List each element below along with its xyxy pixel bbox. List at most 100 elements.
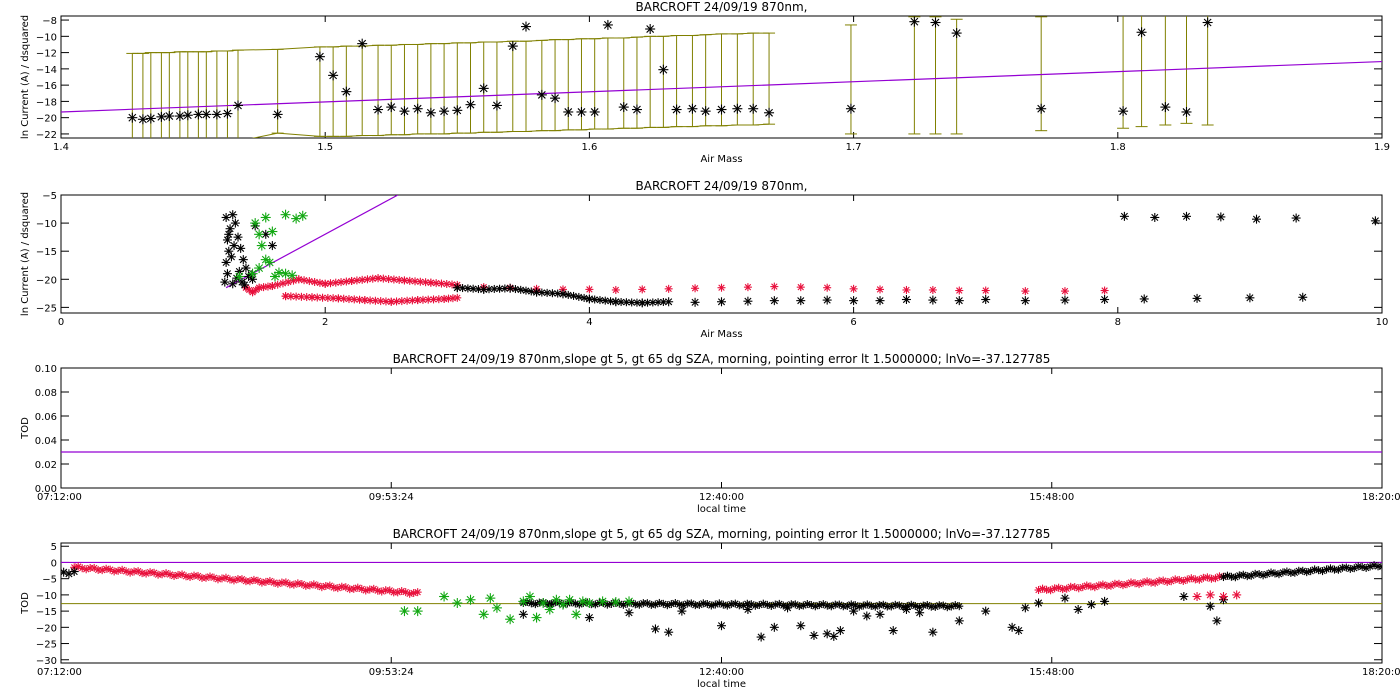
black-point [981, 606, 991, 616]
data-point [520, 21, 531, 32]
red-point [268, 282, 277, 291]
green-point [452, 598, 463, 608]
black-point [1139, 294, 1149, 304]
red-point [307, 293, 316, 302]
error-bar [601, 37, 614, 130]
black-point [717, 621, 726, 631]
red-point [281, 292, 290, 301]
green-point [260, 212, 271, 223]
red-point [955, 286, 964, 295]
red-point [331, 278, 340, 287]
green-point [491, 602, 502, 613]
data-point [536, 89, 547, 100]
black-point [1192, 293, 1202, 303]
black-point [220, 277, 230, 287]
y-tick-label: −30 [36, 656, 57, 667]
y-tick-label: 0.04 [35, 436, 57, 447]
data-point [373, 104, 384, 115]
error-bar [464, 42, 477, 134]
black-point [1060, 295, 1070, 305]
black-point [222, 269, 232, 279]
black-point [1073, 604, 1083, 614]
data-point [909, 16, 920, 27]
data-point [425, 107, 436, 118]
red-point [305, 277, 314, 286]
red-point [717, 283, 726, 292]
data-point [314, 51, 325, 62]
data-point [156, 111, 167, 122]
black-point [1378, 562, 1382, 571]
green-point [584, 598, 595, 608]
black-point [756, 632, 766, 642]
black-point [690, 297, 700, 307]
x-axis-label: Air Mass [700, 329, 742, 340]
red-point [300, 276, 309, 285]
data-point [1160, 102, 1171, 113]
chart-title: BARCROFT 24/09/19 870nm,slope gt 5, gt 6… [393, 352, 1051, 366]
error-bar [1201, 16, 1214, 126]
green-point [297, 210, 308, 221]
black-point [796, 621, 806, 631]
data-point [399, 106, 410, 117]
red-point [434, 295, 443, 304]
red-point [1070, 583, 1079, 592]
green-point [610, 597, 621, 608]
red-point [317, 583, 326, 592]
chart-airmass_zoom: BARCROFT 24/09/19 870nm, Air Mass ln Curre… [20, 0, 1390, 165]
error-bar [424, 43, 437, 135]
green-point [399, 606, 410, 617]
plot-frame [60, 15, 1383, 139]
red-point [255, 283, 264, 292]
y-tick-label: −20 [36, 275, 57, 286]
x-tick-label: 18:20:00 [1362, 492, 1400, 503]
x-tick-label: 2 [322, 317, 328, 328]
green-point [577, 596, 588, 607]
error-bar [630, 36, 643, 129]
black-point [1298, 292, 1308, 302]
data-point [174, 111, 185, 122]
plot-area [61, 16, 1382, 138]
red-point [385, 586, 394, 595]
error-bar [617, 37, 630, 129]
data-point [1202, 17, 1213, 28]
black-point [743, 296, 753, 306]
red-point [284, 277, 293, 286]
y-tick-label: −10 [36, 591, 57, 602]
green-point [254, 229, 265, 240]
chart-tod_fit: BARCROFT 24/09/19 870nm,slope gt 5, gt 6… [20, 352, 1400, 515]
y-tick-label: 0.06 [35, 412, 57, 423]
red-point [796, 283, 805, 292]
black-point [606, 297, 615, 306]
x-tick-label: 07:12:00 [37, 667, 82, 678]
black-point [717, 297, 726, 307]
data-point [412, 103, 423, 114]
data-point [491, 100, 502, 111]
error-bar [144, 52, 157, 138]
data-point [465, 99, 476, 110]
data-point [671, 104, 682, 115]
black-point [1370, 216, 1380, 226]
green-point [544, 604, 555, 615]
x-tick-label: 1.7 [846, 142, 862, 153]
black-point [452, 283, 462, 293]
red-point [358, 275, 367, 284]
red-point [823, 283, 832, 292]
red-point [664, 284, 673, 293]
green-point [280, 209, 291, 220]
data-point [211, 109, 222, 120]
black-point [637, 298, 647, 308]
x-axis-label: local time [697, 679, 746, 690]
error-bar [657, 35, 670, 128]
red-point [387, 297, 396, 306]
black-point [915, 603, 924, 612]
data-point [645, 24, 656, 35]
red-point [849, 284, 858, 293]
black-point [928, 627, 938, 637]
error-bar [155, 52, 168, 138]
black-point [229, 241, 239, 251]
red-point [1218, 592, 1228, 602]
black-point [1205, 601, 1215, 611]
black-point [1362, 563, 1371, 572]
red-point [289, 276, 298, 285]
black-point [955, 602, 964, 611]
